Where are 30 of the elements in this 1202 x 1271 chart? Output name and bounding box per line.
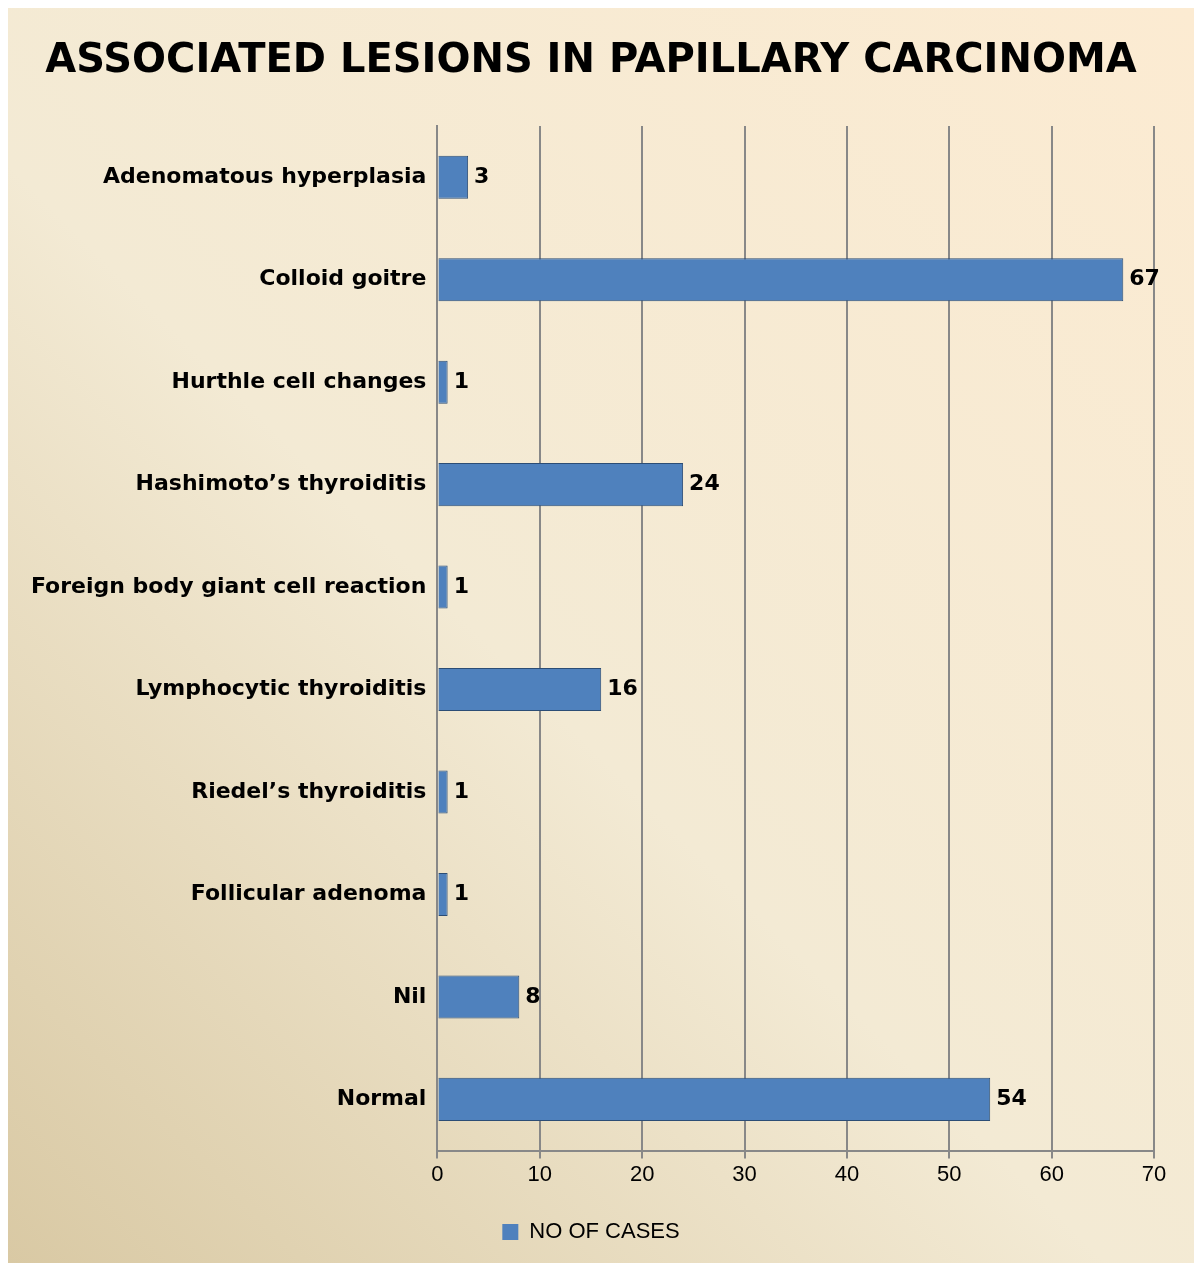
x-tick-label: 10 (527, 1160, 553, 1186)
x-tick-label: 30 (732, 1160, 757, 1186)
data-label: 1 (453, 880, 469, 906)
data-label: 1 (453, 777, 469, 803)
x-tick-label: 20 (629, 1160, 655, 1186)
y-tick-label: Hurthle cell changes (171, 367, 427, 393)
y-tick-label: Riedel’s thyroiditis (191, 777, 427, 803)
chart-title: ASSOCIATED LESIONS IN PAPILLARY CARCINOMA (45, 35, 1137, 82)
x-tick-label: 60 (1039, 1160, 1064, 1186)
x-tick-label: 70 (1141, 1160, 1167, 1186)
data-label: 8 (525, 982, 541, 1008)
y-tick-label: Lymphocytic thyroiditis (135, 675, 427, 701)
x-tick-label: 0 (431, 1160, 444, 1186)
x-tick-label: 40 (834, 1160, 860, 1186)
y-tick-label: Normal (336, 1085, 427, 1111)
x-tick-label: 50 (937, 1160, 962, 1186)
data-label: 16 (607, 675, 638, 701)
y-tick-label: Follicular adenoma (190, 880, 427, 906)
data-label: 24 (689, 470, 720, 496)
data-label: 3 (474, 162, 490, 188)
legend-label: NO OF CASES (529, 1218, 680, 1244)
data-label: 1 (453, 572, 469, 598)
y-tick-label: Colloid goitre (259, 265, 427, 291)
y-tick-label: Nil (392, 982, 427, 1008)
data-label: 54 (996, 1085, 1027, 1111)
y-tick-label: Adenomatous hyperplasia (102, 162, 427, 188)
data-label: 1 (453, 367, 469, 393)
data-label: 67 (1129, 265, 1160, 291)
y-tick-label: Hashimoto’s thyroiditis (135, 470, 427, 496)
y-tick-label: Foreign body giant cell reaction (30, 572, 427, 598)
